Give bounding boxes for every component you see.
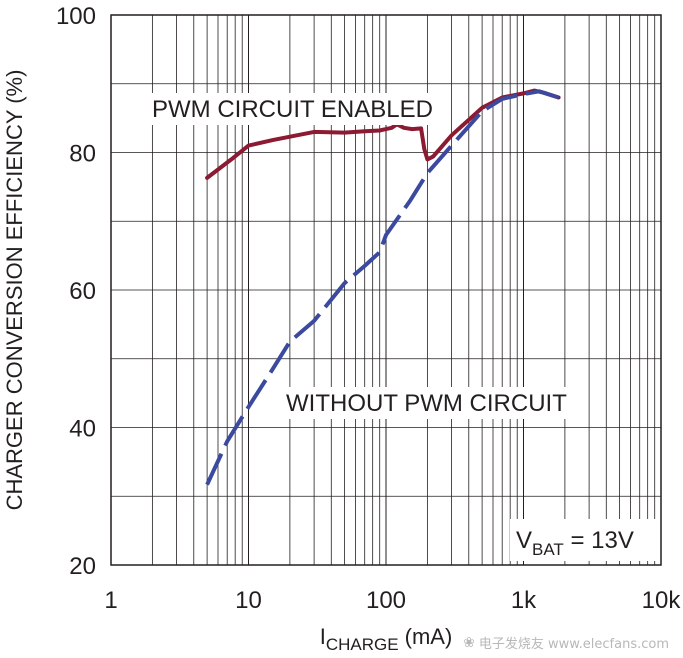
series-line-2	[205, 89, 560, 486]
pwm-label-bg	[148, 93, 442, 125]
vbat-box	[510, 519, 658, 561]
y-tick-label: 20	[69, 553, 96, 580]
y-tick-label: 60	[69, 278, 96, 305]
y-tick-label: 80	[69, 141, 96, 168]
watermark: ❀ 电子发烧友 www.elecfans.com	[463, 633, 669, 653]
pwm-circuit-label: PWM CIRCUIT ENABLED	[152, 96, 433, 123]
x-axis-title: ICHARGE (mA)	[320, 624, 453, 654]
vbat-label: VBAT = 13V	[516, 527, 634, 559]
without-label-bg	[282, 387, 580, 419]
y-tick-label: 40	[69, 416, 96, 443]
y-axis-title: CHARGER CONVERSION EFFICIENCY (%)	[2, 70, 27, 511]
watermark-text: 电子发烧友 www.elecfans.com	[478, 637, 669, 652]
watermark-logo-icon: ❀	[463, 634, 475, 651]
y-tick-label: 100	[56, 3, 96, 30]
x-tick-label: 100	[366, 587, 406, 614]
x-tick-label: 1k	[511, 587, 537, 614]
x-tick-label: 10k	[642, 587, 682, 614]
x-tick-label: 1	[104, 587, 117, 614]
x-tick-label: 10	[235, 587, 262, 614]
ticks-layer: 1 10 100 1k 10k 20 40 60 80 100	[56, 3, 681, 614]
without-pwm-label: WITHOUT PWM CIRCUIT	[286, 390, 567, 417]
series-layer	[205, 88, 561, 486]
plot-frame	[110, 14, 662, 566]
